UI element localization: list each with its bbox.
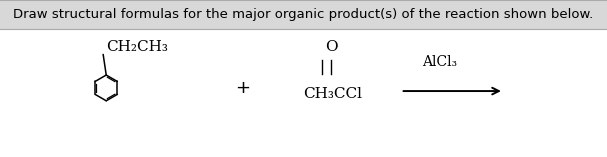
Text: O: O bbox=[325, 40, 337, 54]
Text: CH₃CCl: CH₃CCl bbox=[304, 87, 362, 101]
Text: CH₂CH₃: CH₂CH₃ bbox=[106, 40, 168, 54]
Text: Draw structural formulas for the major organic product(s) of the reaction shown : Draw structural formulas for the major o… bbox=[13, 8, 594, 21]
Text: AlCl₃: AlCl₃ bbox=[422, 55, 458, 69]
Text: +: + bbox=[236, 79, 250, 97]
FancyBboxPatch shape bbox=[0, 0, 607, 29]
